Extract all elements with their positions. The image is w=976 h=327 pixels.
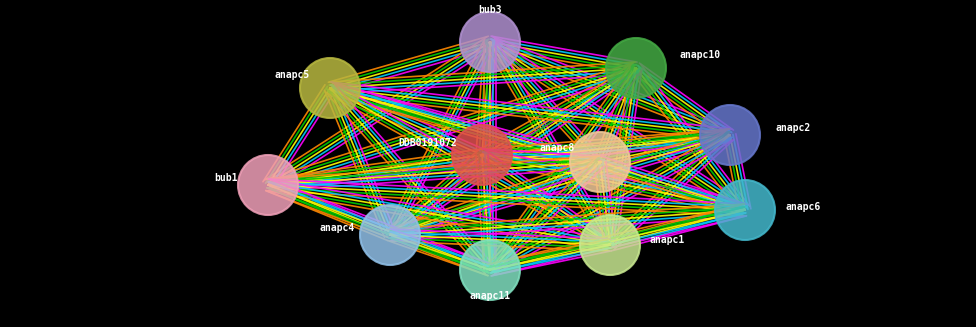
Text: anapc11: anapc11 — [469, 291, 510, 301]
Circle shape — [460, 240, 520, 300]
Text: anapc10: anapc10 — [680, 50, 721, 60]
Text: anapc4: anapc4 — [320, 223, 355, 233]
Circle shape — [452, 125, 512, 185]
Text: bub3: bub3 — [478, 5, 502, 15]
Circle shape — [580, 215, 640, 275]
Circle shape — [300, 58, 360, 118]
Text: anapc8: anapc8 — [540, 143, 575, 153]
Circle shape — [570, 132, 630, 192]
Circle shape — [606, 38, 666, 98]
Text: DDB0191072: DDB0191072 — [398, 138, 457, 148]
Circle shape — [715, 180, 775, 240]
Text: bub1: bub1 — [215, 173, 238, 183]
Text: anapc2: anapc2 — [775, 123, 810, 133]
Text: anapc5: anapc5 — [275, 70, 310, 80]
Circle shape — [238, 155, 298, 215]
Text: anapc6: anapc6 — [785, 202, 820, 212]
Circle shape — [700, 105, 760, 165]
Circle shape — [360, 205, 420, 265]
Text: anapc1: anapc1 — [650, 235, 685, 245]
Circle shape — [460, 12, 520, 72]
